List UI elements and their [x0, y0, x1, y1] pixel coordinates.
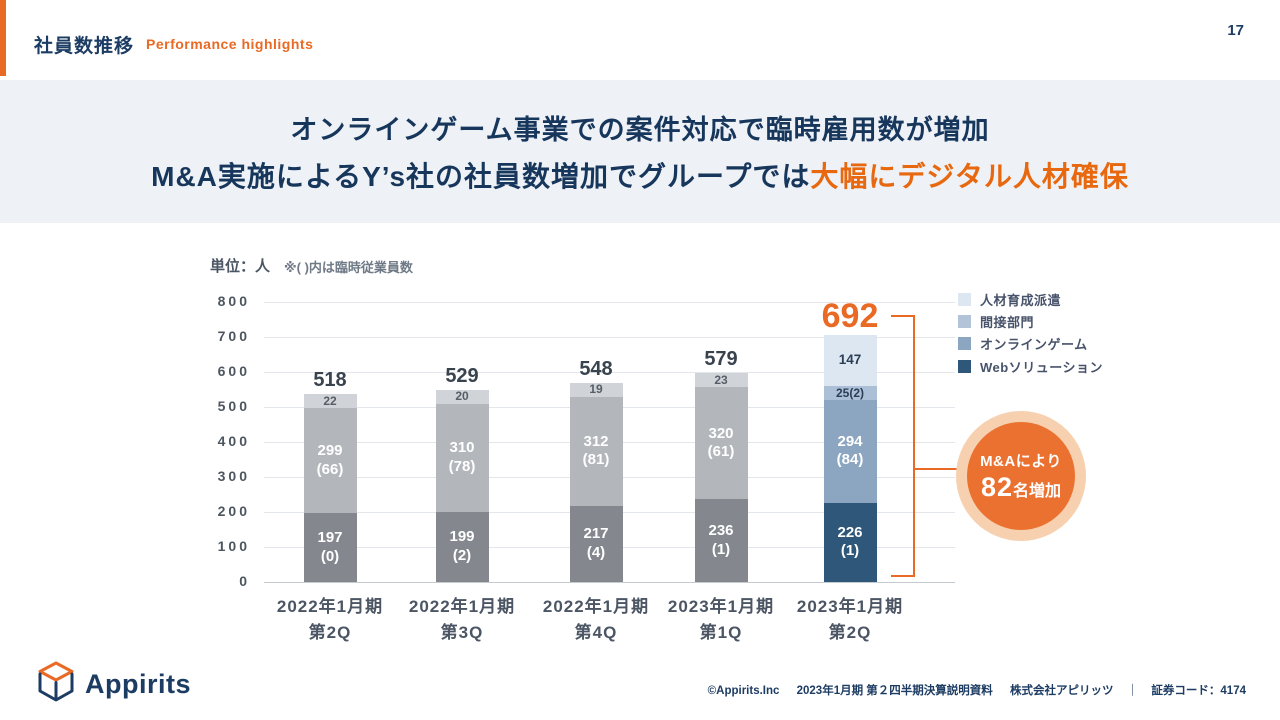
page-number: 17: [1227, 22, 1244, 39]
legend-swatch: [958, 314, 971, 328]
gridline: [264, 371, 955, 373]
bar-segment: 236 (1): [694, 499, 748, 582]
x-axis-category-label: 2022年1月期 第4Q: [542, 597, 650, 643]
footer-doc-title: 2023年1月期 第２四半期決算説明資料: [796, 685, 993, 697]
legend-item: Webソリューション: [958, 358, 1103, 375]
company-logo: Appirits: [36, 660, 191, 709]
x-axis-category-label: 2022年1月期 第3Q: [408, 597, 516, 643]
x-axis-category-label: 2023年1月期 第1Q: [667, 597, 775, 643]
bar-segment: 199 (2): [435, 512, 489, 582]
chart-note: ※( )内は臨時従業員数: [284, 260, 413, 275]
bar-segment: 25(2): [823, 386, 877, 400]
bar-total-label: 529: [445, 364, 479, 387]
bar-segment: 147: [823, 334, 877, 386]
header-accent-bar: [0, 0, 6, 76]
legend-label: オンラインゲーム: [980, 337, 1088, 353]
bar-segment: 294 (84): [823, 400, 877, 503]
y-axis-tick-label: 700: [217, 328, 250, 344]
callout-line2: 82名増加: [981, 472, 1061, 503]
bar-total-label: 518: [313, 369, 347, 392]
callout-line1: M&Aにより: [980, 452, 1062, 470]
bar-segment: 226 (1): [823, 502, 877, 582]
footer-stock-code: 証券コード：4174: [1151, 685, 1246, 697]
callout-rest: 名増加: [1013, 482, 1062, 500]
bar-segment: 310 (78): [435, 403, 489, 513]
legend-item: オンラインゲーム: [958, 336, 1088, 352]
page-title: 社員数推移: [34, 36, 135, 57]
legend-label: 人材育成派遣: [980, 292, 1062, 308]
bar-segment: 22: [303, 394, 357, 409]
gridline: [264, 336, 955, 338]
y-axis-tick-label: 800: [217, 293, 250, 309]
gridline: [264, 581, 955, 583]
gridline: [264, 301, 955, 303]
highlight-bracket-vertical: [913, 315, 915, 577]
y-axis-tick-label: 600: [217, 363, 250, 379]
bar-segment: 23: [694, 373, 748, 388]
legend-label: 間接部門: [980, 314, 1035, 330]
page-subtitle: Performance highlights: [146, 36, 314, 52]
legend-item: 人材育成派遣: [958, 291, 1062, 308]
highlight-bracket-top-tick: [891, 315, 915, 317]
bar-segment: 320 (61): [694, 387, 748, 500]
bar-total-label: 579: [704, 348, 738, 371]
headline-banner: オンラインゲーム事業での案件対応で臨時雇用数が増加 M&A実施によるY’s社の社…: [0, 80, 1280, 223]
legend-swatch: [958, 359, 971, 373]
y-axis-tick-label: 0: [239, 573, 250, 589]
bar-segment: 20: [435, 389, 489, 404]
footer-company: 株式会社アピリッツ: [1010, 685, 1114, 697]
cube-logo-icon: [36, 660, 76, 709]
bar-total-label: 548: [579, 357, 613, 380]
x-axis-category-label: 2022年1月期 第2Q: [276, 597, 384, 643]
bar-segment: 312 (81): [569, 396, 623, 507]
y-axis-tick-label: 100: [217, 538, 250, 554]
x-axis-category-label: 2023年1月期 第2Q: [796, 597, 904, 643]
y-axis-tick-label: 200: [217, 503, 250, 519]
highlight-bracket-bottom-tick: [891, 575, 915, 577]
bar-segment: 197 (0): [303, 513, 357, 582]
headline-line2-normal: M&A実施によるY’s社の社員数増加でグループでは: [151, 161, 811, 192]
y-axis-tick-label: 500: [217, 398, 250, 414]
footer-divider: ｜: [1126, 685, 1139, 697]
ma-callout-circle: M&Aにより 82名増加: [967, 422, 1075, 530]
bar-segment: 299 (66): [303, 408, 357, 514]
legend-label: Webソリューション: [980, 359, 1103, 375]
legend-swatch: [958, 292, 971, 306]
headline-line2: M&A実施によるY’s社の社員数増加でグループでは大幅にデジタル人材確保: [151, 155, 1129, 195]
bar-segment: 19: [569, 382, 623, 397]
callout-big-number: 82: [980, 471, 1014, 502]
bar-segment: 217 (4): [569, 506, 623, 582]
y-axis-tick-label: 400: [217, 433, 250, 449]
legend-swatch: [958, 337, 971, 351]
headline-line1: オンラインゲーム事業での案件対応で臨時雇用数が増加: [290, 115, 990, 145]
footer-info: ©Appirits.Inc 2023年1月期 第２四半期決算説明資料 株式会社ア…: [708, 682, 1246, 698]
legend-item: 間接部門: [958, 313, 1035, 330]
headline-line2-highlight: 大幅にデジタル人材確保: [810, 161, 1129, 192]
logo-text: Appirits: [85, 669, 192, 699]
y-axis-tick-label: 300: [217, 468, 250, 484]
bar-total-label: 692: [821, 296, 879, 335]
footer-copyright: ©Appirits.Inc: [707, 685, 780, 697]
chart-unit-label: 単位：人: [210, 258, 271, 275]
highlight-bracket-connector: [913, 468, 963, 470]
